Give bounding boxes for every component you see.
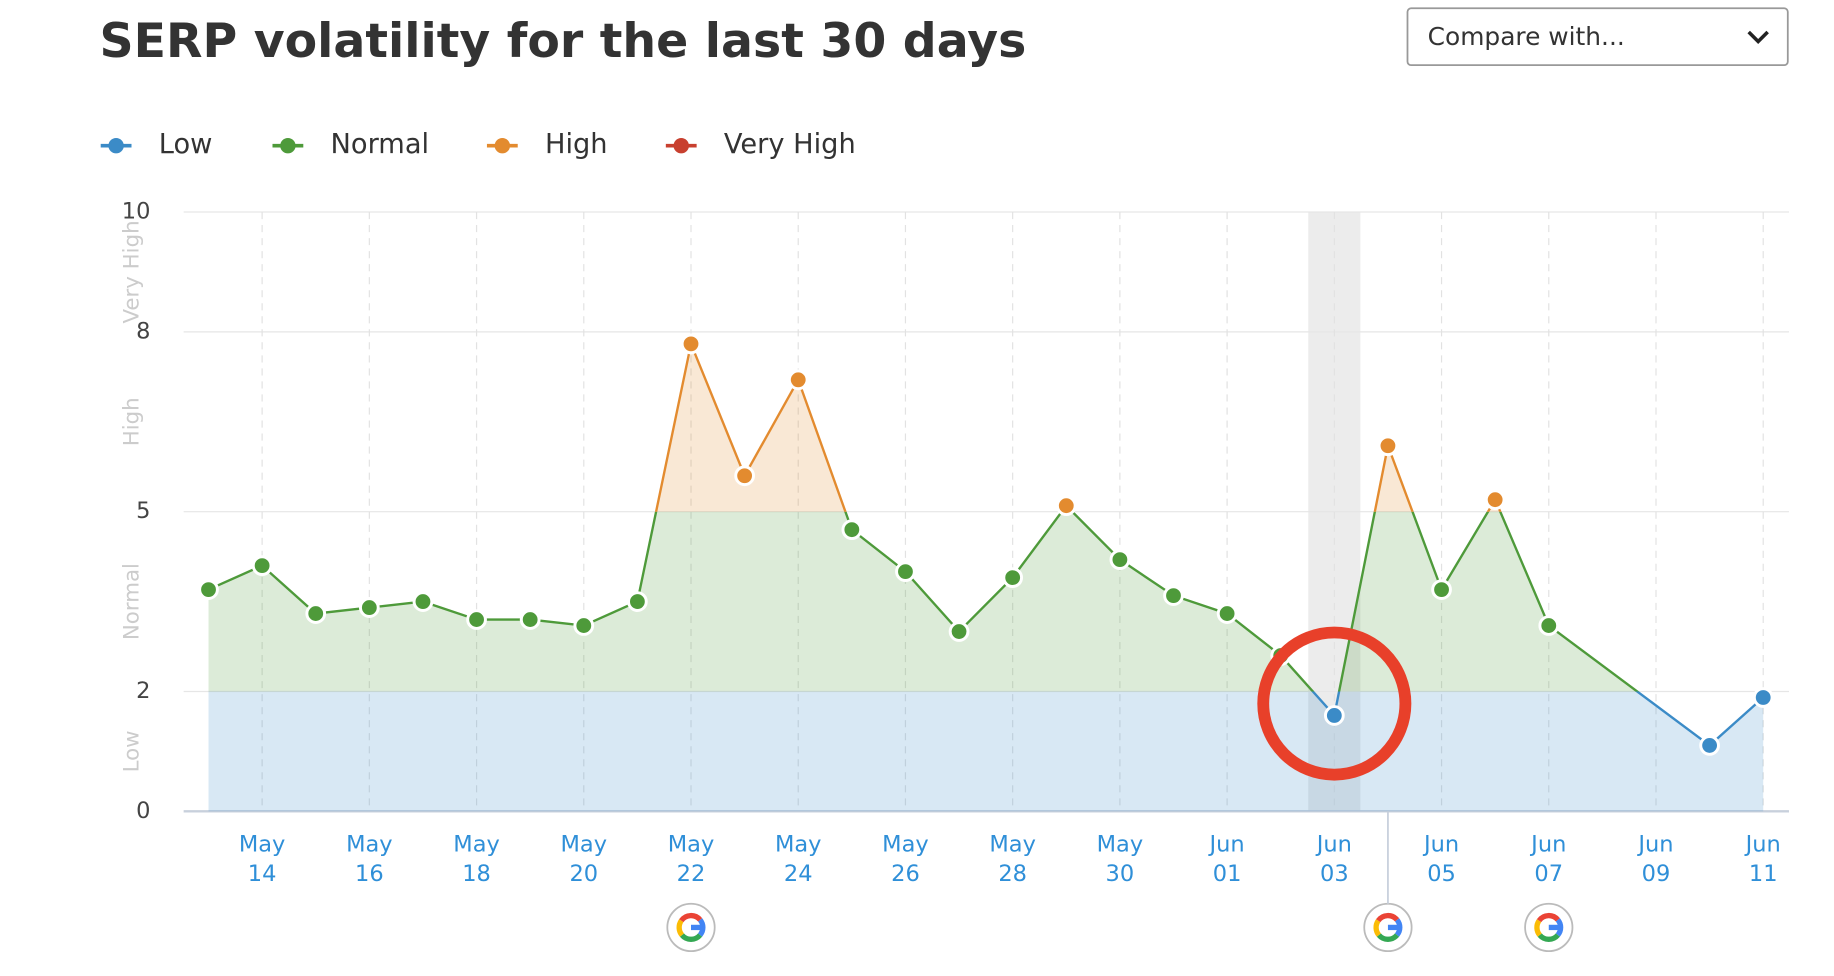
y-tick-label: 2	[136, 678, 150, 704]
x-tick-label: Jun 05	[1422, 831, 1459, 887]
point	[1699, 735, 1720, 756]
icon-arc	[679, 933, 703, 942]
point	[198, 579, 219, 600]
y-tick-label: 5	[136, 498, 150, 524]
compare-dropdown[interactable]: Compare with...	[1406, 7, 1789, 67]
point	[787, 369, 809, 391]
y-tick-label: 0	[136, 798, 150, 824]
point	[1055, 495, 1077, 517]
point	[358, 597, 380, 618]
chart-title: SERP volatility for the last 30 days	[100, 14, 1027, 69]
x-tick-label: Jun 11	[1744, 831, 1781, 887]
x-tick-label: May 22	[668, 831, 715, 887]
dropdown-label[interactable]: Compare with...	[1428, 22, 1625, 51]
icon-arc	[1537, 933, 1560, 942]
icon-arc	[1376, 912, 1400, 923]
point	[627, 591, 648, 612]
band-label: High	[120, 397, 145, 446]
x-tick-label: May 14	[239, 831, 286, 887]
y-tick-label: 8	[136, 318, 150, 344]
point	[1109, 549, 1131, 571]
point	[251, 555, 273, 576]
x-tick-label: Jun 01	[1208, 831, 1245, 887]
point	[1431, 579, 1452, 600]
icon-arc	[1373, 919, 1382, 937]
point	[895, 561, 916, 582]
legend-label: High	[545, 129, 608, 160]
area	[208, 511, 1638, 692]
area	[656, 343, 1501, 512]
point	[680, 333, 702, 355]
icon-arc	[1534, 919, 1542, 937]
x-tick-label: Jun 09	[1636, 831, 1673, 887]
point	[519, 609, 541, 630]
annotation-circle	[1257, 626, 1412, 781]
dropdown-chevron[interactable]	[1747, 30, 1769, 44]
google-update-icon	[666, 902, 716, 953]
dropdown-box[interactable]	[1406, 7, 1789, 67]
legend-swatch	[280, 137, 296, 154]
area	[208, 691, 1764, 812]
point	[466, 609, 487, 630]
x-tick-label: May 20	[561, 831, 608, 887]
point	[1752, 687, 1774, 708]
google-update-icon	[1363, 902, 1413, 953]
icon-arc	[679, 912, 703, 923]
point	[412, 591, 434, 612]
band-label: Normal	[120, 563, 145, 640]
x-tick-label: May 28	[989, 831, 1036, 887]
legend-swatch	[494, 137, 511, 154]
band-label: Low	[120, 730, 145, 772]
point	[1216, 603, 1238, 624]
google-update-icon	[1524, 902, 1574, 953]
point	[573, 615, 595, 636]
point	[1163, 585, 1184, 606]
point	[1538, 615, 1560, 636]
band-label: Very High	[120, 220, 145, 323]
point	[1484, 489, 1506, 511]
point	[734, 465, 755, 487]
icon-arc	[1376, 933, 1400, 942]
point	[1323, 705, 1345, 726]
x-tick-label: May 24	[775, 831, 822, 887]
x-tick-label: May 16	[346, 831, 393, 887]
legend-label: Very High	[724, 129, 856, 160]
icon-arc	[1536, 912, 1560, 923]
line	[208, 511, 1640, 692]
legend-label: Low	[159, 129, 213, 160]
point	[948, 621, 970, 642]
x-tick-label: May 26	[882, 831, 929, 887]
legend-swatch	[673, 137, 689, 154]
x-tick-label: May 18	[453, 831, 500, 887]
point	[841, 519, 863, 541]
legend-swatch	[108, 137, 124, 154]
y-tick-label: 10	[122, 199, 151, 225]
icon-arc	[676, 919, 685, 937]
point	[305, 603, 327, 624]
point	[1377, 435, 1399, 457]
x-tick-label: May 30	[1097, 831, 1144, 887]
legend-label: Normal	[331, 129, 430, 160]
point	[1002, 567, 1024, 588]
x-tick-label: Jun 03	[1315, 831, 1352, 887]
x-tick-label: Jun 07	[1529, 831, 1566, 887]
